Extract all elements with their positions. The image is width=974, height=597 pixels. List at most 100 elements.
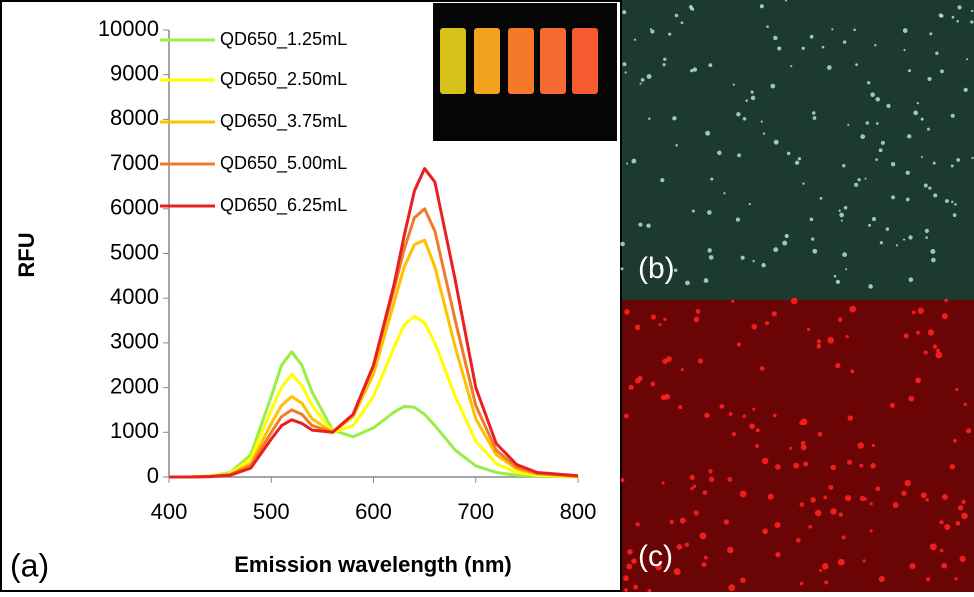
speckle [626, 162, 629, 165]
speckle [786, 151, 791, 156]
speckle [966, 428, 972, 434]
speckle [830, 508, 837, 515]
speckle [933, 193, 938, 198]
speckle [885, 227, 890, 231]
speckle [809, 34, 814, 39]
speckle [915, 330, 920, 335]
speckle [628, 384, 634, 390]
speckle [723, 192, 726, 195]
speckle [774, 521, 781, 528]
speckle [750, 90, 754, 94]
speckle [917, 307, 924, 314]
speckle [693, 510, 699, 516]
image-label: (c) [638, 540, 673, 573]
legend-label: QD650_5.00mL [220, 153, 347, 174]
speckle [704, 412, 710, 419]
speckle [963, 87, 968, 92]
speckle [680, 367, 684, 372]
speckle [662, 63, 666, 67]
speckle [951, 200, 954, 204]
speckle [624, 309, 630, 315]
speckle [939, 520, 944, 525]
speckle [624, 588, 628, 592]
speckle [905, 170, 910, 175]
speckle [735, 217, 741, 222]
speckle [626, 563, 633, 570]
speckle [838, 209, 841, 212]
y-axis-title: RFU [14, 232, 39, 277]
speckle [740, 255, 745, 260]
speckle [915, 377, 921, 384]
speckle [950, 164, 954, 168]
speckle [659, 267, 663, 270]
speckle [761, 457, 769, 465]
speckle [638, 222, 643, 227]
speckle [740, 577, 746, 584]
x-tick-label: 600 [355, 499, 392, 524]
speckle [816, 339, 822, 344]
speckle [620, 241, 625, 247]
speckle [932, 161, 936, 165]
y-tick-label: 6000 [110, 195, 159, 220]
x-tick-label: 400 [151, 499, 188, 524]
speckle [971, 9, 974, 13]
speckle [790, 65, 793, 68]
speckle [957, 5, 962, 10]
speckle [750, 95, 756, 101]
y-tick-label: 0 [147, 463, 159, 488]
speckle [850, 369, 855, 374]
speckle [661, 481, 665, 485]
speckle [959, 555, 966, 562]
speckle [845, 268, 848, 271]
x-tick-label: 700 [457, 499, 494, 524]
speckle [845, 335, 849, 339]
series-line [169, 167, 579, 479]
speckle [660, 177, 665, 183]
image-b [622, 0, 974, 300]
speckle [693, 316, 700, 323]
speckle [708, 63, 713, 68]
speckle [939, 548, 944, 553]
speckle [930, 249, 936, 255]
speckle [842, 40, 847, 44]
speckle [624, 71, 627, 74]
speckle [926, 577, 931, 582]
speckle [923, 350, 928, 355]
speckle [742, 117, 747, 121]
speckle [620, 267, 624, 271]
speckle [623, 575, 629, 581]
speckle [932, 344, 938, 349]
speckle [650, 381, 656, 387]
speckle [814, 509, 822, 517]
speckle [708, 469, 713, 474]
speckle [952, 213, 957, 217]
speckle [784, 233, 789, 239]
speckle [925, 498, 929, 502]
speckle [701, 562, 707, 568]
speckle [908, 395, 915, 402]
speckle [767, 493, 774, 500]
series-line [169, 238, 579, 479]
speckle [868, 223, 872, 227]
speckle [844, 494, 852, 502]
speckle [924, 228, 930, 233]
speckle [672, 116, 677, 121]
speckle [878, 575, 885, 582]
speckle [950, 113, 955, 118]
speckle [954, 203, 957, 206]
speckle [673, 268, 678, 273]
speckle [658, 323, 662, 327]
speckle [823, 495, 828, 500]
speckle [736, 112, 741, 117]
speckle [935, 351, 943, 359]
speckle [817, 431, 823, 437]
speckle [660, 394, 667, 401]
speckle [955, 387, 959, 392]
speckle [931, 257, 936, 263]
speckle [819, 196, 823, 200]
speckle [830, 464, 837, 471]
y-tick-label: 4000 [110, 284, 159, 309]
speckle [788, 446, 792, 450]
speckle [688, 4, 693, 9]
speckle [860, 134, 866, 140]
